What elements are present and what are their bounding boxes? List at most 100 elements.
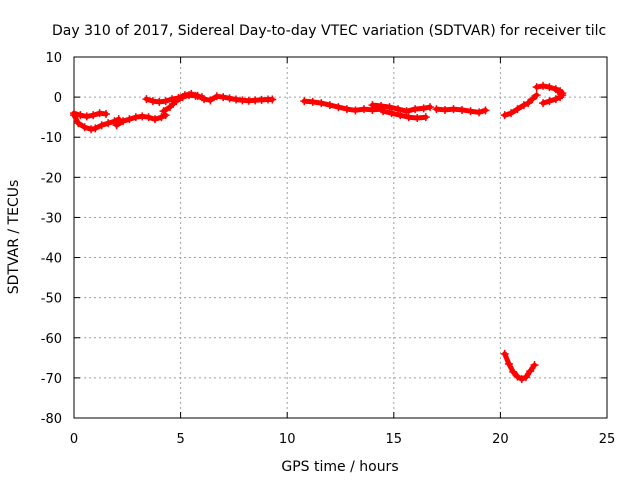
data-point	[191, 91, 200, 100]
axis-ticks: 0 5 10 15 20 25 10 0 -10 -20 -30 -40 -50 -60 -70 -80	[41, 51, 616, 447]
data-point	[138, 112, 147, 121]
data-point	[351, 106, 360, 115]
y-tick-label: -40	[41, 252, 62, 267]
data-point	[119, 117, 128, 126]
data-point	[342, 105, 351, 114]
data-point	[513, 105, 522, 114]
x-tick-label: 10	[279, 432, 296, 447]
data-point	[385, 103, 394, 112]
data-point	[101, 109, 110, 118]
data-point	[151, 115, 160, 124]
data-point	[165, 103, 174, 112]
data-point	[532, 91, 541, 100]
data-point	[142, 95, 151, 104]
y-tick-label: 0	[54, 91, 62, 106]
data-point	[212, 92, 221, 101]
data-point	[197, 93, 206, 102]
data-point	[206, 96, 215, 105]
data-point	[500, 349, 509, 358]
data-point	[89, 111, 98, 120]
data-point	[359, 105, 368, 114]
data-point	[74, 119, 83, 128]
x-tick-label: 5	[176, 432, 184, 447]
data-point	[528, 95, 537, 104]
data-point	[558, 91, 567, 100]
data-point	[377, 101, 386, 110]
data-point	[76, 111, 85, 120]
data-point	[539, 81, 548, 90]
data-point	[421, 113, 430, 122]
data-point	[419, 104, 428, 113]
grid-lines	[74, 57, 607, 418]
data-point	[97, 121, 106, 130]
plot-frame	[73, 56, 608, 419]
data-point	[104, 119, 113, 128]
data-point	[334, 103, 343, 112]
data-point	[553, 87, 562, 96]
data-point	[432, 105, 441, 114]
data-point	[440, 105, 449, 114]
data-point	[161, 97, 170, 106]
data-point	[539, 99, 548, 108]
data-point	[157, 113, 166, 122]
data-point	[449, 105, 458, 114]
data-point	[396, 111, 405, 120]
data-point	[300, 97, 309, 106]
y-tick-label: -30	[41, 211, 62, 226]
x-axis-title: GPS time / hours	[281, 459, 398, 475]
data-point	[545, 83, 554, 92]
x-tick-label: 15	[386, 432, 403, 447]
data-point	[509, 367, 518, 376]
data-point	[268, 95, 277, 104]
data-point	[368, 101, 377, 110]
data-point	[500, 111, 509, 120]
data-point	[507, 109, 516, 118]
data-point	[219, 93, 228, 102]
x-tick-label: 20	[492, 432, 509, 447]
data-point	[513, 372, 522, 381]
data-point	[526, 367, 535, 376]
data-point	[225, 94, 234, 103]
data-point	[413, 113, 422, 122]
data-point	[532, 83, 541, 92]
data-point	[466, 107, 475, 116]
data-point	[379, 107, 388, 116]
data-point	[80, 123, 89, 132]
data-point	[517, 375, 526, 384]
y-tick-label: -60	[41, 332, 62, 347]
data-point	[521, 373, 530, 382]
y-tick-label: -70	[41, 372, 62, 387]
data-point	[504, 359, 513, 368]
data-point	[82, 112, 91, 121]
data-point	[426, 103, 435, 112]
data-point	[178, 93, 187, 102]
data-point	[404, 113, 413, 122]
data-point	[131, 113, 140, 122]
data-point	[155, 97, 164, 106]
data-point	[475, 108, 484, 117]
data-point	[545, 97, 554, 106]
data-point	[308, 97, 317, 106]
data-series	[70, 81, 567, 384]
y-tick-label: 10	[45, 51, 62, 66]
data-point	[95, 109, 104, 118]
y-tick-label: -80	[41, 412, 62, 427]
data-point	[551, 95, 560, 104]
data-point	[394, 105, 403, 114]
y-tick-label: -20	[41, 171, 62, 186]
x-tick-label: 0	[70, 432, 78, 447]
data-point	[530, 361, 539, 370]
data-point	[524, 99, 533, 108]
data-point	[185, 91, 194, 100]
data-point	[87, 125, 96, 134]
data-point	[325, 101, 334, 110]
data-point	[91, 124, 100, 133]
data-point	[519, 101, 528, 110]
y-tick-label: -50	[41, 292, 62, 307]
data-point	[125, 115, 134, 124]
data-point	[70, 109, 78, 118]
data-point	[232, 95, 241, 104]
data-point	[172, 97, 181, 106]
x-tick-label: 25	[599, 432, 616, 447]
